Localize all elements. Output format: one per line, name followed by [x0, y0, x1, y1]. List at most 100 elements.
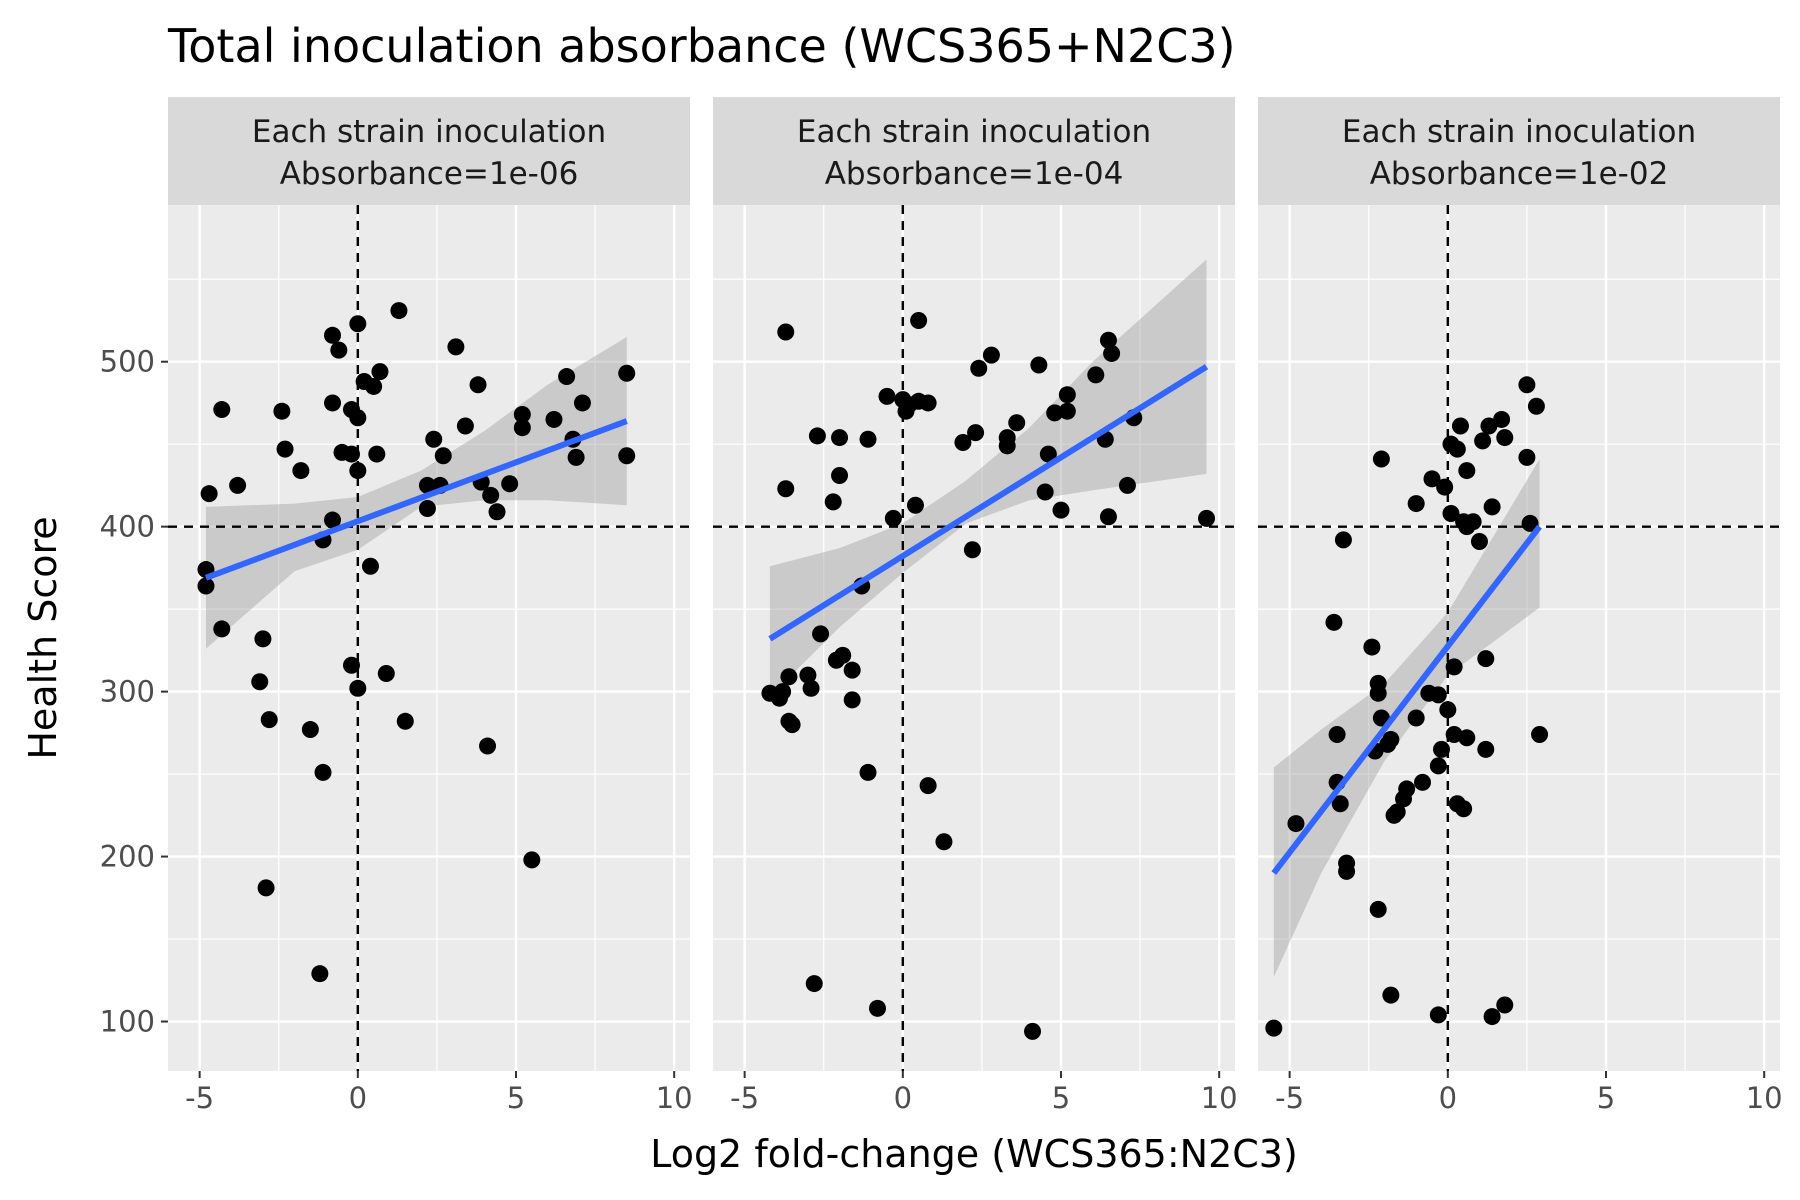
data-point	[1439, 701, 1457, 719]
x-tick-label: 0	[349, 1081, 367, 1115]
data-point	[1518, 448, 1536, 466]
panel-background	[1258, 205, 1780, 1071]
data-point	[1493, 410, 1511, 428]
data-point	[349, 315, 367, 333]
data-point	[780, 668, 798, 686]
data-point	[878, 387, 896, 405]
data-point	[377, 664, 395, 682]
data-point	[1496, 429, 1514, 447]
data-point	[1024, 1022, 1042, 1040]
data-point	[371, 363, 389, 381]
data-point	[1052, 501, 1070, 519]
data-point	[831, 467, 849, 485]
data-point	[799, 666, 817, 684]
data-point	[910, 311, 928, 329]
data-point	[1372, 450, 1390, 468]
x-tick-label: 0	[1439, 1081, 1457, 1115]
data-point	[1058, 402, 1076, 420]
data-point	[482, 486, 500, 504]
facet-strip-label-line2: Absorbance=1e-06	[280, 156, 579, 192]
data-point	[1363, 638, 1381, 656]
y-tick-label: 300	[100, 675, 155, 709]
data-point	[859, 763, 877, 781]
data-point	[567, 448, 585, 466]
chart-title: Total inoculation absorbance (WCS365+N2C…	[167, 19, 1236, 73]
data-point	[1423, 470, 1441, 488]
data-point	[361, 557, 379, 575]
data-point	[1331, 795, 1349, 813]
x-tick-label: 10	[1746, 1081, 1783, 1115]
data-point	[349, 462, 367, 480]
data-point	[1398, 780, 1416, 798]
data-point	[365, 377, 383, 395]
data-point	[783, 716, 801, 734]
data-point	[1099, 331, 1117, 349]
data-point	[618, 447, 636, 465]
regression-line	[204, 418, 628, 581]
data-point	[260, 711, 278, 729]
data-point	[488, 503, 506, 521]
data-point	[935, 833, 953, 851]
data-point	[342, 656, 360, 674]
data-point	[777, 480, 795, 498]
data-point	[834, 646, 852, 664]
data-point	[479, 737, 497, 755]
facet-strip	[713, 97, 1235, 205]
data-point	[1328, 725, 1346, 743]
data-point	[802, 679, 820, 697]
data-point	[324, 511, 342, 529]
data-point	[1464, 513, 1482, 531]
data-point	[1382, 986, 1400, 1004]
data-point	[276, 440, 294, 458]
data-point	[213, 620, 231, 638]
data-point	[368, 445, 386, 463]
data-point	[1470, 533, 1488, 551]
data-point	[257, 879, 275, 897]
data-point	[1483, 498, 1501, 516]
x-tick-label: 5	[1052, 1081, 1070, 1115]
data-point	[859, 430, 877, 448]
data-point	[1483, 1008, 1501, 1026]
data-point	[998, 437, 1016, 455]
facet-strip	[168, 97, 690, 205]
data-point	[1429, 686, 1447, 704]
x-tick-label: 5	[1597, 1081, 1615, 1115]
y-tick-label: 200	[100, 840, 155, 874]
data-point	[1442, 504, 1460, 522]
data-point	[1455, 800, 1473, 818]
data-point	[777, 323, 795, 341]
data-point	[213, 401, 231, 419]
data-point	[1458, 462, 1476, 480]
facet-strip-label-line1: Each strain inoculation	[252, 114, 606, 150]
data-point	[1518, 376, 1536, 394]
data-point	[349, 679, 367, 697]
x-tick-label: 10	[1201, 1081, 1238, 1115]
data-point	[869, 999, 887, 1017]
data-point	[963, 541, 981, 559]
data-point	[1436, 478, 1454, 496]
data-point	[349, 409, 367, 427]
x-tick-label: -5	[730, 1081, 759, 1115]
data-point	[774, 683, 792, 701]
data-point	[197, 577, 215, 595]
data-point	[1458, 729, 1476, 747]
data-point	[1287, 815, 1305, 833]
facet-strip-label-line2: Absorbance=1e-04	[825, 156, 1124, 192]
x-tick-label: 5	[507, 1081, 525, 1115]
data-point	[324, 394, 342, 412]
data-point	[292, 462, 310, 480]
data-point	[1445, 658, 1463, 676]
data-point	[843, 661, 861, 679]
data-point	[1099, 508, 1117, 526]
data-point	[1382, 730, 1400, 748]
data-point	[1334, 531, 1352, 549]
data-point	[906, 496, 924, 514]
data-point	[618, 364, 636, 382]
data-point	[396, 712, 414, 730]
data-point	[330, 341, 348, 359]
y-tick-label: 100	[100, 1005, 155, 1039]
facet-strip-label-line1: Each strain inoculation	[797, 114, 1151, 150]
data-point	[812, 625, 830, 643]
data-point	[390, 302, 408, 320]
